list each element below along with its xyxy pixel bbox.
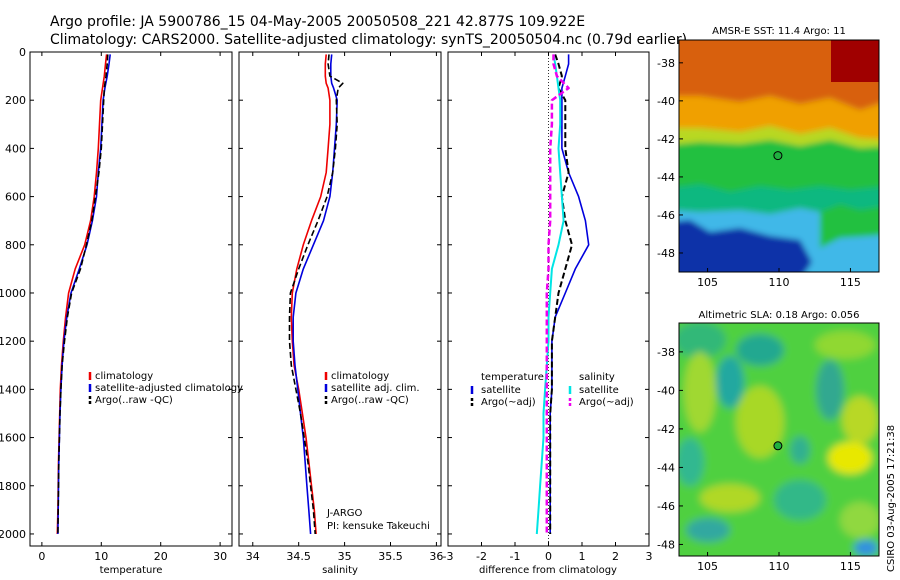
temperature-frame (29, 51, 233, 547)
legend-label: climatology (331, 371, 389, 382)
temperature-panel: 0 10 20 30 0 200 400 600 800 1000 1200 1400 1600 1800… (0, 46, 243, 576)
difference-legend: temperaturesatelliteArgo(~adj)salinitysa… (470, 372, 634, 408)
legend-heading: temperature (481, 372, 544, 383)
sst-map-title: AMSR-E SST: 11.4 Argo: 11 (712, 26, 846, 37)
map-y-tick-label: -40 (657, 95, 675, 108)
map-y-tick-label: -38 (657, 57, 675, 70)
map-y-tick-label: -42 (657, 133, 675, 146)
y-tick-label: 600 (5, 191, 26, 204)
temperature-xlabel: temperature (100, 565, 163, 576)
legend-label: satellite (481, 385, 521, 396)
x-tick-label: 30 (213, 550, 227, 563)
x-tick-label: 35 (338, 550, 352, 563)
y-tick-label: 1200 (0, 335, 26, 348)
sst-map-ticks: 105 110 115 -38 -40 -42 -44 -46 -48 (657, 57, 861, 289)
legend-heading: salinity (579, 372, 615, 383)
y-tick-label: 1800 (0, 480, 26, 493)
legend-label: Argo(..raw -QC) (331, 395, 409, 406)
map-x-tick-label: 110 (769, 276, 790, 289)
x-tick-label: 10 (94, 550, 108, 563)
x-tick-label: 34.5 (286, 550, 311, 563)
salinity-ticks: 34 34.5 35 35.5 36 (239, 51, 443, 563)
x-tick-label: -1 (510, 550, 521, 563)
series-line-salinity-satellite (535, 54, 565, 535)
map-y-tick-label: -46 (657, 500, 675, 513)
y-tick-label: 200 (5, 94, 26, 107)
series-line-climatology (56, 54, 108, 535)
series-line-temperature-satellite (549, 54, 590, 534)
legend-label: Argo(..raw -QC) (95, 395, 173, 406)
sla-map: Altimetric SLA: 0.18 Argo: 0.056 (657, 310, 880, 573)
difference-ticks: -3 -2 -1 0 1 2 3 (443, 51, 653, 563)
x-tick-label: 20 (154, 550, 168, 563)
y-tick-label: 1400 (0, 383, 26, 396)
salinity-xlabel: salinity (322, 565, 358, 576)
map-x-tick-label: 115 (840, 560, 861, 573)
x-tick-label: -2 (476, 550, 487, 563)
legend-label: satellite adj. clim. (331, 383, 420, 394)
map-y-tick-label: -40 (657, 384, 675, 397)
map-y-tick-label: -48 (657, 538, 675, 551)
series-line-satellite-adj-clim- (292, 54, 339, 535)
series-line-argo-raw-qc- (288, 54, 344, 535)
sla-map-title: Altimetric SLA: 0.18 Argo: 0.056 (699, 310, 860, 321)
map-y-tick-label: -48 (657, 247, 675, 260)
legend-label: Argo(~adj) (481, 397, 536, 408)
sst-map: AMSR-E SST: 11.4 Argo: 11 105 110 115 -38 -4… (657, 26, 880, 289)
temperature-lines (56, 54, 111, 535)
map-y-tick-label: -46 (657, 209, 675, 222)
credit-text: CSIRO 03-Aug-2005 17:21:38 (886, 425, 897, 572)
map-x-tick-label: 105 (697, 276, 718, 289)
map-y-tick-label: -38 (657, 346, 675, 359)
y-tick-label: 0 (19, 46, 26, 59)
legend-label: climatology (95, 371, 153, 382)
temperature-ticks: 0 10 20 30 0 200 400 600 800 1000 1200 1400 1600 1800… (0, 46, 232, 563)
sst-argo-marker (773, 151, 783, 161)
x-tick-label: 35.5 (378, 550, 403, 563)
salinity-annotation-2: PI: kensuke Takeuchi (327, 521, 430, 532)
x-tick-label: 36 (429, 550, 443, 563)
map-y-tick-label: -42 (657, 423, 675, 436)
y-tick-label: 800 (5, 239, 26, 252)
x-tick-label: 1 (579, 550, 586, 563)
legend-label: Argo(~adj) (579, 397, 634, 408)
difference-lines (535, 54, 590, 535)
legend-label: satellite (579, 385, 619, 396)
map-x-tick-label: 115 (840, 276, 861, 289)
x-tick-label: 2 (612, 550, 619, 563)
salinity-annotation-1: J-ARGO (326, 508, 363, 519)
x-tick-label: 0 (545, 550, 552, 563)
header-line-1: Argo profile: JA 5900786_15 04-May-2005 … (50, 14, 585, 30)
x-tick-label: 3 (646, 550, 653, 563)
x-tick-label: 0 (38, 550, 45, 563)
series-line-climatology (290, 54, 331, 535)
header-line-2: Climatology: CARS2000. Satellite-adjuste… (50, 32, 687, 48)
sla-map-ticks: 105 110 115 -38 -40 -42 -44 -46 -48 (657, 346, 861, 573)
series-line-salinity-argo-adj- (545, 54, 570, 534)
map-y-tick-label: -44 (657, 461, 675, 474)
map-x-tick-label: 110 (769, 560, 790, 573)
y-tick-label: 1600 (0, 432, 26, 445)
salinity-frame (238, 51, 442, 547)
y-tick-label: 2000 (0, 528, 26, 541)
series-line-temperature-argo-adj- (549, 54, 573, 534)
series-line-argo-raw-qc- (57, 54, 109, 535)
map-y-tick-label: -44 (657, 171, 675, 184)
difference-panel: -3 -2 -1 0 1 2 3 temperaturesatelliteArgo(~adj… (443, 51, 653, 576)
difference-xlabel: difference from climatology (479, 565, 617, 576)
x-tick-label: 34 (246, 550, 260, 563)
map-x-tick-label: 105 (697, 560, 718, 573)
sla-argo-marker (773, 441, 783, 451)
sla-field (679, 323, 879, 556)
x-tick-label: -3 (443, 550, 454, 563)
y-tick-label: 400 (5, 142, 26, 155)
legend-label: satellite-adjusted climatology (95, 383, 243, 394)
y-tick-label: 1000 (0, 287, 26, 300)
salinity-lines (288, 54, 344, 535)
